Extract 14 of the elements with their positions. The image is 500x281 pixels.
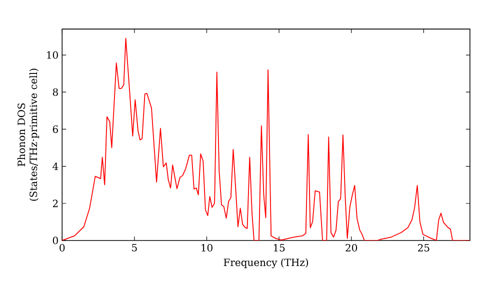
x-tick-label: 10 [202,244,212,252]
y-tick-label: 0 [52,236,58,244]
x-tick-label: 0 [60,244,65,252]
x-tick-label: 5 [132,244,137,252]
x-tick-label: 15 [274,244,285,252]
x-axis-title: Frequency (THz) [224,258,308,268]
y-tick-label: 10 [47,51,58,60]
y-tick-label: 4 [52,162,58,170]
x-tick-label: 25 [418,244,430,252]
x-tick-label: 20 [346,244,358,252]
y-tick-label: 8 [52,88,58,96]
y-axis-title: Phonon DOS (States/THz·primitive cell) [17,68,40,202]
y-tick-label: 6 [52,126,58,134]
y-tick-label: 2 [52,200,58,208]
